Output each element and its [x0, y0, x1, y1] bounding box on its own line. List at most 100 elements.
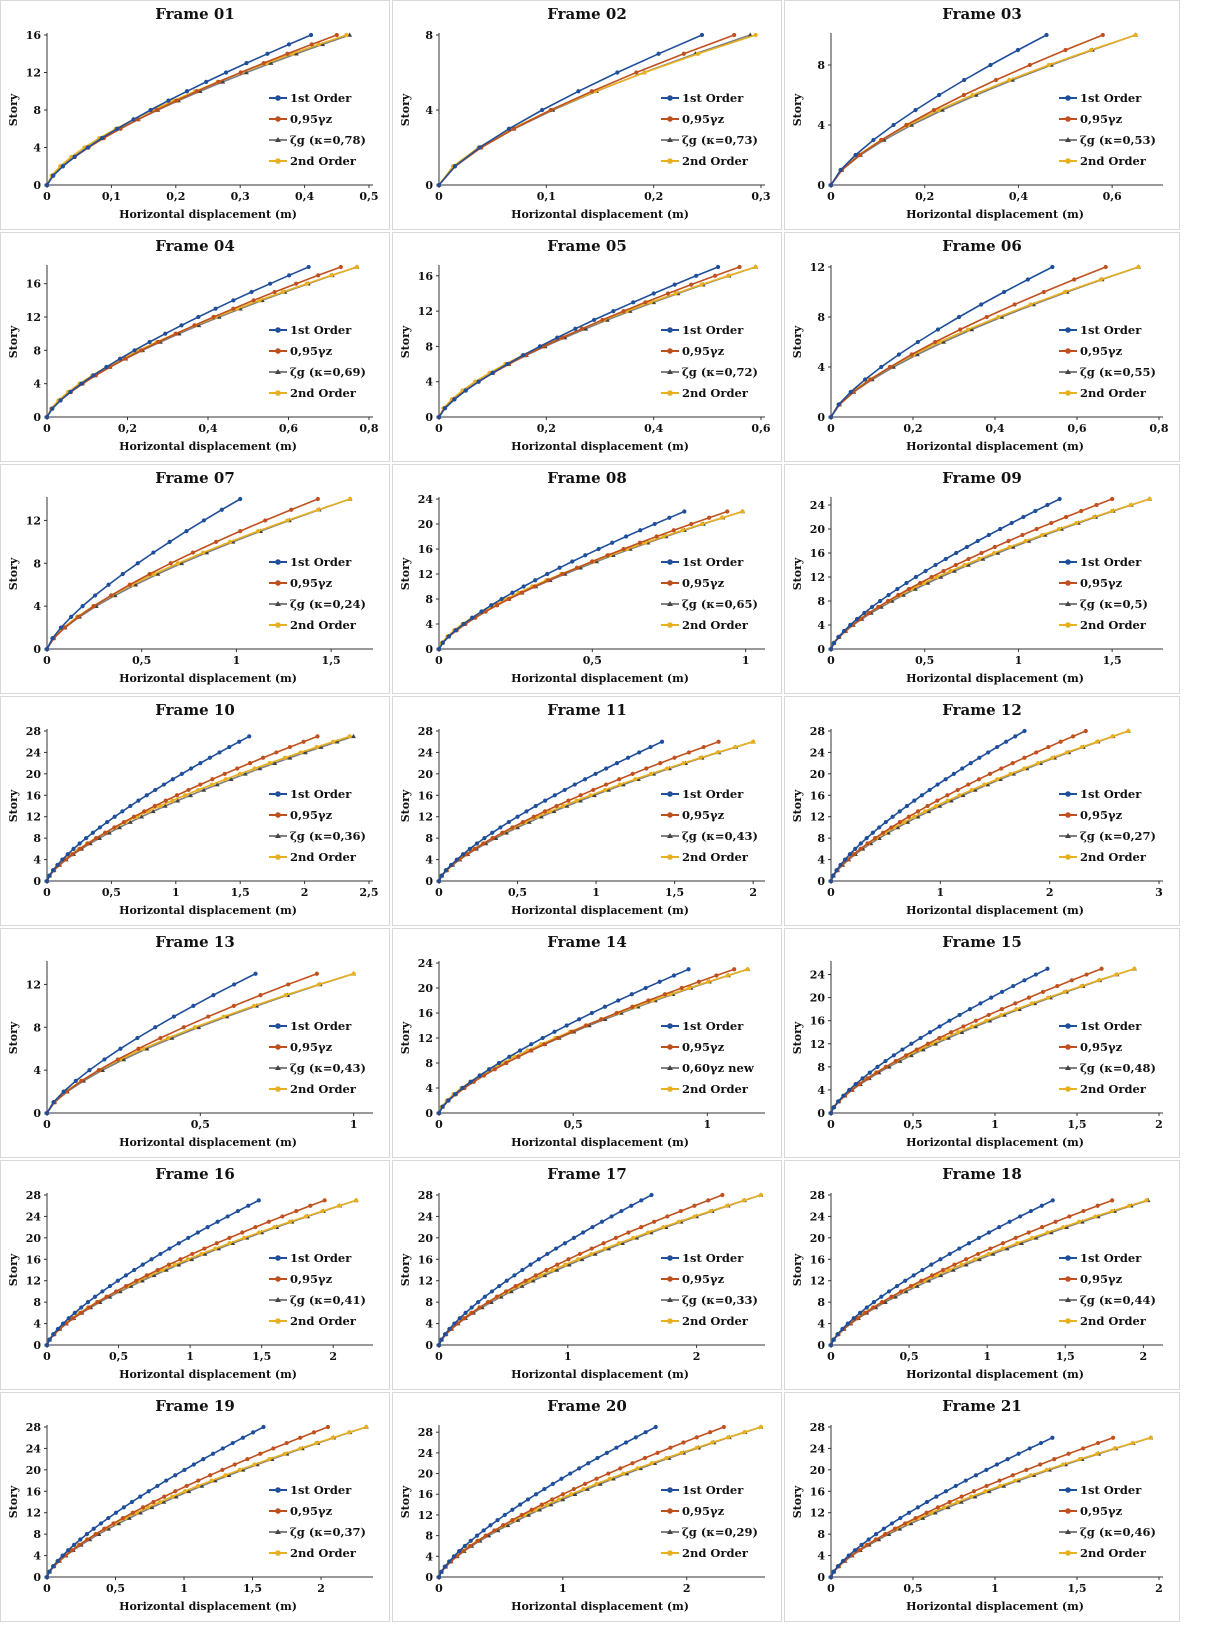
data-point — [999, 314, 1005, 319]
y-axis-label: Story — [399, 1253, 412, 1286]
data-point — [582, 777, 588, 782]
data-point — [97, 835, 102, 840]
data-point — [999, 766, 1004, 771]
data-point — [47, 873, 52, 878]
data-point — [80, 604, 85, 609]
data-point — [643, 985, 648, 991]
data-point — [1039, 1203, 1044, 1208]
data-point — [112, 592, 118, 598]
data-point — [965, 327, 971, 332]
data-point — [179, 560, 185, 566]
data-point — [1136, 264, 1141, 270]
series-first-order — [44, 1424, 266, 1580]
y-tick-label: 28 — [418, 1189, 434, 1202]
data-point — [318, 744, 324, 749]
data-point — [913, 107, 918, 113]
data-point — [993, 77, 999, 83]
data-point — [145, 1505, 151, 1510]
data-point — [938, 574, 944, 579]
data-point — [543, 798, 548, 803]
data-point — [997, 1483, 1003, 1489]
y-tick-label: 0 — [817, 411, 825, 424]
data-point — [984, 1018, 989, 1023]
legend-label: ζg (κ=0,41) — [290, 1293, 366, 1307]
data-point — [572, 782, 577, 787]
x-tick-label: 1 — [704, 1118, 712, 1131]
data-point — [629, 1203, 634, 1208]
y-tick-label: 4 — [425, 104, 433, 117]
data-point — [98, 1521, 104, 1526]
data-point — [897, 819, 902, 825]
legend-item: 2nd Order — [269, 1546, 357, 1560]
data-point — [123, 1283, 129, 1289]
data-point — [1088, 47, 1094, 53]
data-point — [102, 1057, 107, 1062]
data-point — [51, 1332, 56, 1337]
y-tick-label: 8 — [33, 344, 41, 357]
y-tick-label: 4 — [33, 1318, 41, 1331]
data-point — [553, 1246, 559, 1251]
legend-item: 0,95γz — [661, 344, 725, 358]
y-tick-label: 12 — [26, 67, 41, 80]
data-point — [1066, 1451, 1071, 1456]
legend-marker — [1065, 1529, 1071, 1534]
data-point — [604, 1450, 609, 1455]
legend-marker — [667, 622, 673, 628]
data-point — [181, 1025, 186, 1030]
y-tick-label: 16 — [418, 1253, 434, 1266]
y-tick-label: 4 — [817, 119, 825, 132]
data-point — [60, 857, 65, 862]
series-gamma — [828, 966, 1104, 1116]
legend-marker — [1065, 1318, 1071, 1324]
data-point — [540, 1035, 545, 1041]
legend-marker — [1065, 1550, 1071, 1556]
legend-marker — [667, 601, 673, 606]
chart-title: Frame 06 — [942, 237, 1022, 255]
data-point — [841, 628, 847, 634]
legend-label: 1st Order — [1080, 1483, 1142, 1497]
data-point — [151, 550, 156, 555]
y-axis-label: Story — [791, 93, 804, 126]
x-tick-label: 0,5 — [903, 1118, 922, 1131]
data-point — [554, 803, 559, 809]
data-point — [973, 1473, 979, 1478]
data-point — [240, 1230, 245, 1235]
data-point — [987, 1018, 993, 1023]
chart-title: Frame 04 — [155, 237, 235, 255]
data-point — [1100, 32, 1105, 38]
data-point — [284, 1440, 289, 1446]
x-axis-label: Horizontal displacement (m) — [511, 208, 689, 221]
y-tick-label: 24 — [810, 746, 826, 759]
data-point — [232, 1462, 237, 1467]
data-point — [315, 734, 320, 739]
data-point — [867, 1070, 872, 1075]
legend-label: 0,95γz — [1080, 1272, 1123, 1286]
data-point — [209, 1478, 214, 1483]
x-axis-label: Horizontal displacement (m) — [511, 672, 689, 685]
y-tick-label: 12 — [810, 261, 825, 274]
series-line — [830, 1436, 1053, 1578]
data-point — [174, 793, 180, 798]
data-point — [617, 777, 622, 782]
y-tick-label: 4 — [425, 618, 433, 631]
data-point — [873, 1537, 879, 1542]
series-first-order — [44, 734, 252, 884]
legend-marker — [275, 137, 281, 142]
x-tick-label: 0 — [827, 1350, 835, 1363]
data-point — [190, 1251, 195, 1257]
legend-marker — [667, 369, 673, 374]
data-point — [671, 528, 676, 533]
data-point — [992, 550, 997, 556]
data-point — [158, 1251, 163, 1257]
data-point — [1127, 1203, 1132, 1208]
data-point — [594, 1481, 599, 1486]
data-point — [256, 1230, 262, 1235]
chart-title: Frame 19 — [155, 1397, 235, 1415]
data-point — [196, 314, 201, 320]
legend-label: ζg (κ=0,43) — [290, 1061, 366, 1075]
legend-item: ζg (κ=0,69) — [269, 365, 366, 379]
legend-item: 1st Order — [269, 1483, 352, 1497]
data-point — [504, 830, 509, 835]
y-tick-label: 0 — [33, 179, 41, 192]
data-point — [942, 1035, 947, 1041]
